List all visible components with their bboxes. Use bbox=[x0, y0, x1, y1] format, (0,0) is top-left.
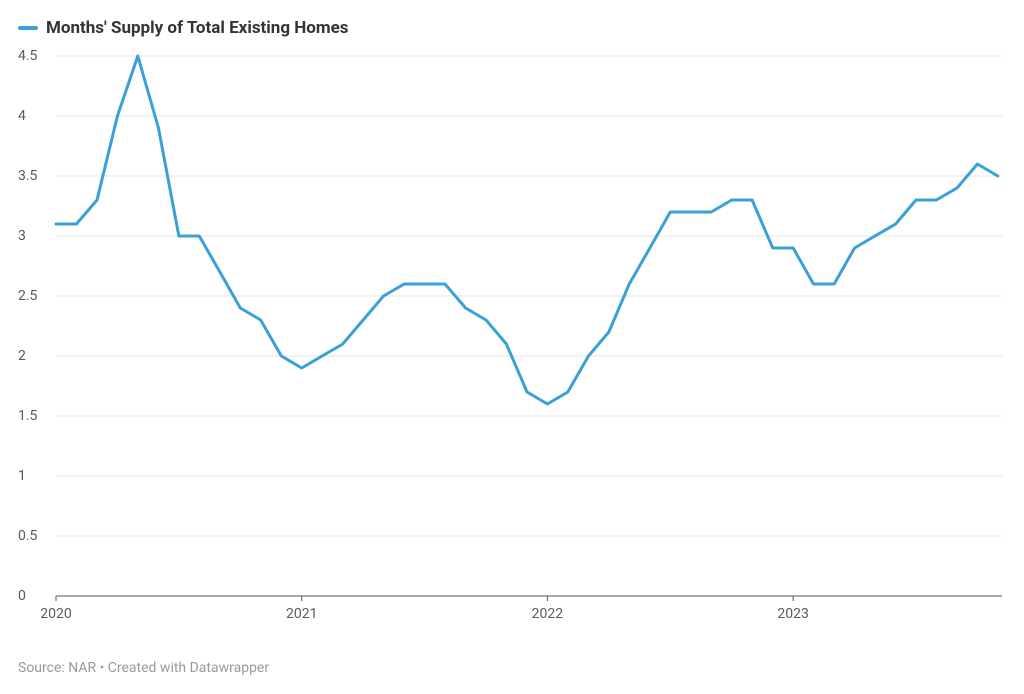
legend: Months' Supply of Total Existing Homes bbox=[18, 18, 349, 38]
series-line bbox=[56, 56, 998, 404]
legend-label: Months' Supply of Total Existing Homes bbox=[46, 18, 349, 38]
y-tick-label: 4.5 bbox=[18, 48, 37, 64]
y-tick-label: 1.5 bbox=[18, 408, 37, 424]
x-tick-label: 2021 bbox=[286, 606, 317, 622]
legend-swatch bbox=[18, 26, 38, 30]
plot-area: 00.511.522.533.544.52020202120222023 bbox=[18, 52, 1006, 628]
chart-root: Months' Supply of Total Existing Homes 0… bbox=[0, 0, 1024, 694]
y-tick-label: 3 bbox=[18, 228, 26, 244]
y-tick-label: 4 bbox=[18, 108, 26, 124]
x-tick-label: 2023 bbox=[777, 606, 808, 622]
x-tick-label: 2022 bbox=[532, 606, 563, 622]
y-tick-label: 3.5 bbox=[18, 168, 37, 184]
y-tick-label: 2 bbox=[18, 348, 26, 364]
y-tick-label: 1 bbox=[18, 468, 26, 484]
y-tick-label: 2.5 bbox=[18, 288, 37, 304]
x-tick-label: 2020 bbox=[40, 606, 71, 622]
y-tick-label: 0.5 bbox=[18, 528, 37, 544]
y-tick-label: 0 bbox=[18, 588, 26, 604]
plot-svg bbox=[18, 52, 1006, 628]
source-note: Source: NAR • Created with Datawrapper bbox=[18, 660, 269, 676]
